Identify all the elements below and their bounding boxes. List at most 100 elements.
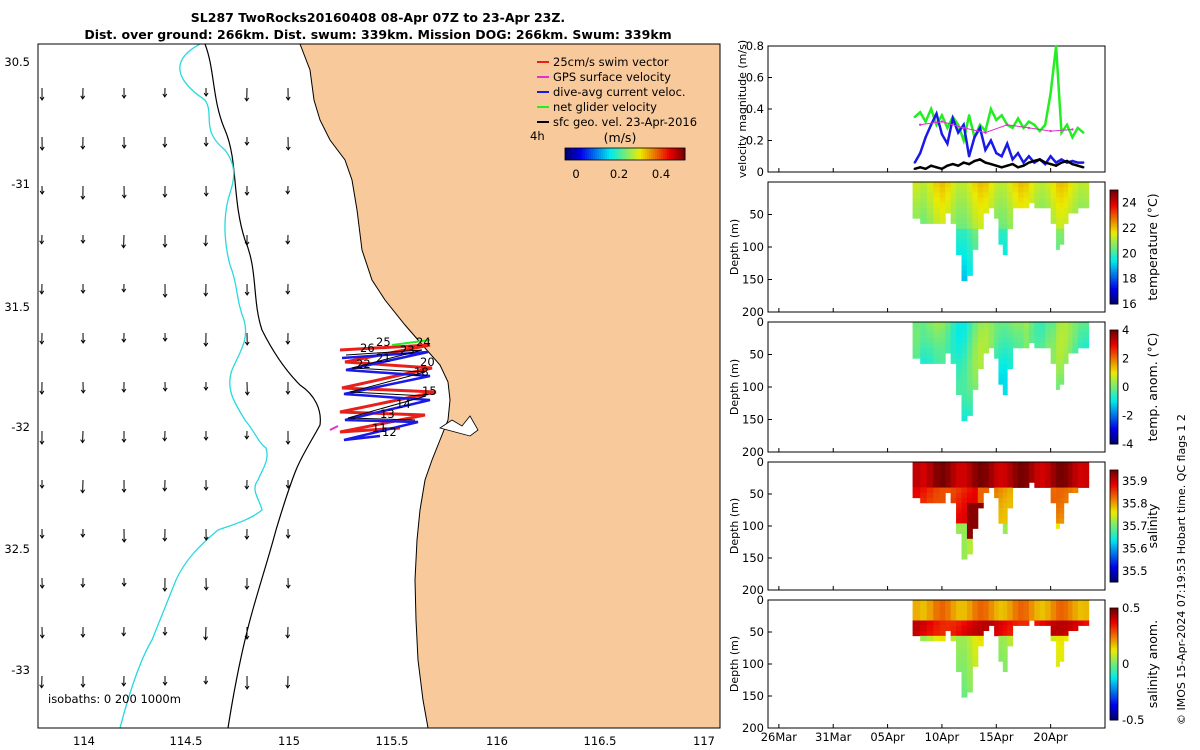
section-cell <box>1039 342 1046 349</box>
section-cell <box>933 353 941 359</box>
section-cell <box>926 348 934 354</box>
series-point <box>951 117 955 120</box>
current-arrow-head <box>162 293 168 298</box>
time-xtick: 26Mar <box>761 730 798 744</box>
current-arrow-head <box>285 684 291 689</box>
section-cell <box>1050 182 1057 188</box>
section-cell <box>966 666 973 672</box>
section-cell <box>961 363 968 370</box>
colorbar-segment <box>1110 276 1118 280</box>
section-cell <box>1007 218 1014 224</box>
current-arrow-head <box>39 96 45 101</box>
section-cell <box>1063 348 1069 354</box>
section-cell <box>1018 600 1024 606</box>
section-cell <box>977 332 984 338</box>
section-cell <box>945 208 952 214</box>
section-cell <box>1056 197 1060 204</box>
colorbar-segment <box>1110 253 1118 257</box>
series-point <box>1076 126 1080 130</box>
section-cell <box>1077 187 1084 193</box>
section-cell <box>1028 477 1035 483</box>
current-arrow-head <box>203 342 209 347</box>
colorbar-tick: 22 <box>1122 221 1137 235</box>
section-cell <box>1083 197 1090 204</box>
colorbar-tick: 35.9 <box>1122 474 1148 488</box>
colorbar-segment <box>1110 421 1118 424</box>
section-cell <box>1002 363 1008 370</box>
series-point <box>1044 161 1047 164</box>
colorbar-segment <box>1110 541 1118 545</box>
section-cell <box>956 600 963 606</box>
section-cell <box>1002 208 1008 214</box>
section-cell <box>972 640 979 647</box>
salinity-ylabel: Depth (m) <box>728 498 741 554</box>
series-point <box>1000 114 1003 117</box>
section-cell <box>961 182 968 188</box>
section-cell <box>956 374 963 380</box>
map-colorbar-segment <box>597 148 600 160</box>
colorbar-segment <box>1110 244 1118 248</box>
section-cell <box>1063 202 1069 209</box>
colorbar-segment <box>1110 677 1118 681</box>
section-cell <box>1002 223 1008 230</box>
section-cell <box>1059 234 1065 240</box>
section-cell <box>950 208 957 214</box>
section-cell <box>1050 327 1057 333</box>
section-cell <box>966 508 973 514</box>
section-cell <box>945 605 952 611</box>
section-cell <box>1056 202 1060 209</box>
section-cell <box>1063 630 1069 637</box>
section-cell <box>926 208 934 214</box>
section-cell <box>926 213 934 219</box>
section-cell <box>926 487 934 494</box>
section-cell <box>972 502 979 509</box>
colorbar-segment <box>1110 690 1118 694</box>
section-cell <box>1023 462 1030 468</box>
section-cell <box>920 625 928 632</box>
section-cell <box>1002 358 1008 364</box>
section-cell <box>961 543 968 550</box>
section-cell <box>1083 337 1090 344</box>
section-cell <box>1002 332 1008 338</box>
map-colorbar-segment <box>611 148 614 160</box>
colorbar-segment <box>1110 190 1118 193</box>
section-cell <box>1072 487 1079 494</box>
colorbar-segment <box>1110 380 1118 383</box>
section-cell <box>998 513 1004 519</box>
section-cell <box>966 549 973 555</box>
map-colorbar-segment <box>675 148 678 160</box>
section-cell <box>956 342 963 349</box>
section-cell <box>1072 467 1079 473</box>
colorbar-segment <box>1110 224 1118 227</box>
section-cell <box>956 389 963 396</box>
section-cell <box>998 348 1004 354</box>
section-cell <box>956 492 963 499</box>
section-cell <box>961 187 968 193</box>
section-cell <box>1063 472 1069 478</box>
section-cell <box>1034 467 1041 473</box>
section-cell <box>933 635 941 642</box>
section-cell <box>1077 202 1084 209</box>
colorbar-segment <box>1110 288 1118 291</box>
section-cell <box>1083 467 1090 473</box>
section-cell <box>972 363 979 370</box>
section-cell <box>1083 605 1090 611</box>
section-cell <box>920 208 928 214</box>
series-point <box>1011 158 1014 161</box>
section-cell <box>966 615 973 621</box>
section-cell <box>1050 610 1057 616</box>
series-point <box>1027 155 1031 158</box>
isobath-1000m <box>119 44 268 728</box>
section-cell <box>1034 482 1041 488</box>
current-arrow-head <box>39 146 45 151</box>
section-cell <box>977 202 984 209</box>
section-cell <box>1012 342 1019 349</box>
depth-ytick: 100 <box>742 380 764 394</box>
section-cell <box>912 482 921 488</box>
day-label-18: 18 <box>414 365 429 379</box>
section-cell <box>1039 332 1046 338</box>
series-point <box>1082 131 1085 134</box>
colorbar-segment <box>1110 564 1118 567</box>
section-cell <box>1056 640 1060 647</box>
map-panel: 25 24 26 23 22 21 20 18 15 14 13 12 11 2… <box>4 43 721 748</box>
